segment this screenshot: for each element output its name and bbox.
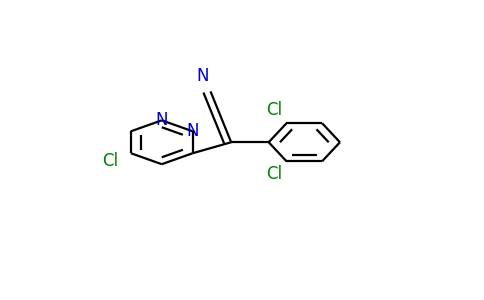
Text: Cl: Cl	[266, 165, 282, 183]
Text: Cl: Cl	[102, 152, 118, 170]
Text: Cl: Cl	[266, 101, 282, 119]
Text: N: N	[186, 122, 199, 140]
Text: N: N	[155, 111, 168, 129]
Text: N: N	[196, 67, 209, 85]
